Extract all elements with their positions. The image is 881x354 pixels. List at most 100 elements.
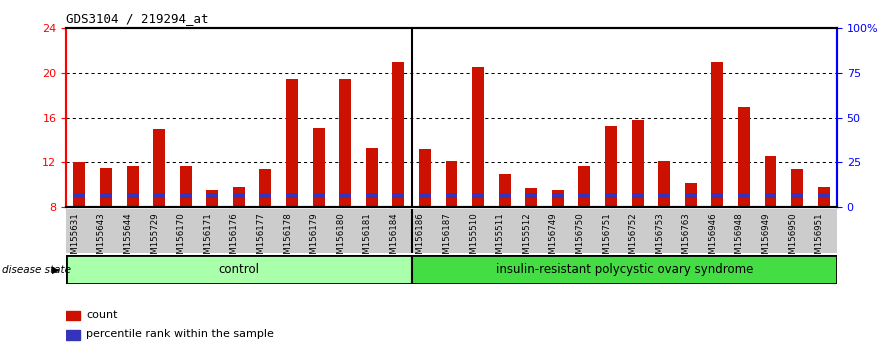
Bar: [286, 79, 298, 207]
Text: GSM156763: GSM156763: [682, 212, 691, 265]
Bar: [153, 129, 165, 207]
Bar: [677, 209, 704, 253]
Bar: [791, 169, 803, 207]
Bar: [385, 209, 411, 253]
Bar: [730, 209, 757, 253]
Bar: [571, 209, 597, 253]
Text: GSM156184: GSM156184: [389, 212, 398, 265]
Bar: [339, 193, 352, 198]
Text: GSM155510: GSM155510: [469, 212, 478, 265]
Bar: [127, 166, 138, 207]
Bar: [252, 209, 278, 253]
Bar: [206, 193, 218, 198]
Bar: [411, 255, 837, 284]
Bar: [818, 193, 830, 198]
Bar: [339, 79, 352, 207]
Bar: [579, 166, 590, 207]
Bar: [66, 311, 79, 320]
Text: GSM156949: GSM156949: [761, 212, 771, 265]
Text: GSM156180: GSM156180: [337, 212, 345, 265]
Bar: [127, 193, 138, 198]
Bar: [233, 187, 245, 207]
Bar: [392, 193, 404, 198]
Bar: [419, 193, 431, 198]
Bar: [632, 193, 643, 198]
Text: GSM156950: GSM156950: [788, 212, 797, 265]
Bar: [226, 209, 252, 253]
Bar: [446, 161, 457, 207]
Text: GSM156753: GSM156753: [655, 212, 664, 265]
Bar: [632, 120, 643, 207]
Bar: [419, 149, 431, 207]
Bar: [499, 193, 511, 198]
Text: disease state: disease state: [2, 265, 70, 275]
Bar: [711, 62, 723, 207]
Bar: [597, 209, 625, 253]
Bar: [757, 209, 784, 253]
Bar: [286, 193, 298, 198]
Bar: [544, 209, 571, 253]
Bar: [472, 67, 484, 207]
Bar: [711, 193, 723, 198]
Bar: [605, 193, 617, 198]
Text: GSM156749: GSM156749: [549, 212, 558, 265]
Bar: [438, 209, 465, 253]
Bar: [738, 107, 750, 207]
Bar: [306, 209, 332, 253]
Bar: [552, 193, 564, 198]
Bar: [605, 126, 617, 207]
Bar: [791, 193, 803, 198]
Bar: [651, 209, 677, 253]
Text: GSM156181: GSM156181: [363, 212, 372, 265]
Bar: [765, 193, 776, 198]
Bar: [93, 209, 119, 253]
Bar: [260, 169, 271, 207]
Text: GSM156186: GSM156186: [416, 212, 425, 265]
Bar: [66, 209, 93, 253]
Text: control: control: [218, 263, 259, 276]
Bar: [818, 187, 830, 207]
Bar: [366, 193, 378, 198]
Bar: [765, 156, 776, 207]
Bar: [153, 193, 165, 198]
Bar: [784, 209, 811, 253]
Text: GSM156179: GSM156179: [309, 212, 319, 265]
Text: ▶: ▶: [52, 265, 60, 275]
Bar: [260, 193, 271, 198]
Text: GSM156176: GSM156176: [230, 212, 239, 265]
Bar: [392, 62, 404, 207]
Bar: [499, 173, 511, 207]
Bar: [313, 193, 324, 198]
Bar: [492, 209, 518, 253]
Bar: [233, 193, 245, 198]
Bar: [199, 209, 226, 253]
Bar: [359, 209, 385, 253]
Text: GSM156177: GSM156177: [256, 212, 265, 265]
Bar: [278, 209, 306, 253]
Bar: [658, 193, 670, 198]
Bar: [411, 209, 438, 253]
Text: GSM155643: GSM155643: [97, 212, 106, 265]
Bar: [73, 162, 85, 207]
Bar: [625, 209, 651, 253]
Bar: [685, 183, 697, 207]
Text: GSM156948: GSM156948: [735, 212, 744, 265]
Text: GSM156750: GSM156750: [575, 212, 584, 265]
Text: GSM156187: GSM156187: [442, 212, 451, 265]
Bar: [552, 190, 564, 207]
Bar: [685, 193, 697, 198]
Text: GSM155512: GSM155512: [522, 212, 531, 265]
Bar: [173, 209, 199, 253]
Text: GSM155631: GSM155631: [70, 212, 79, 265]
Bar: [658, 161, 670, 207]
Bar: [313, 128, 324, 207]
Text: GSM156951: GSM156951: [815, 212, 824, 265]
Text: GDS3104 / 219294_at: GDS3104 / 219294_at: [66, 12, 209, 25]
Bar: [366, 148, 378, 207]
Bar: [525, 193, 537, 198]
Text: GSM155644: GSM155644: [123, 212, 132, 265]
Bar: [100, 168, 112, 207]
Bar: [146, 209, 173, 253]
Bar: [180, 166, 192, 207]
Text: GSM156752: GSM156752: [628, 212, 638, 265]
